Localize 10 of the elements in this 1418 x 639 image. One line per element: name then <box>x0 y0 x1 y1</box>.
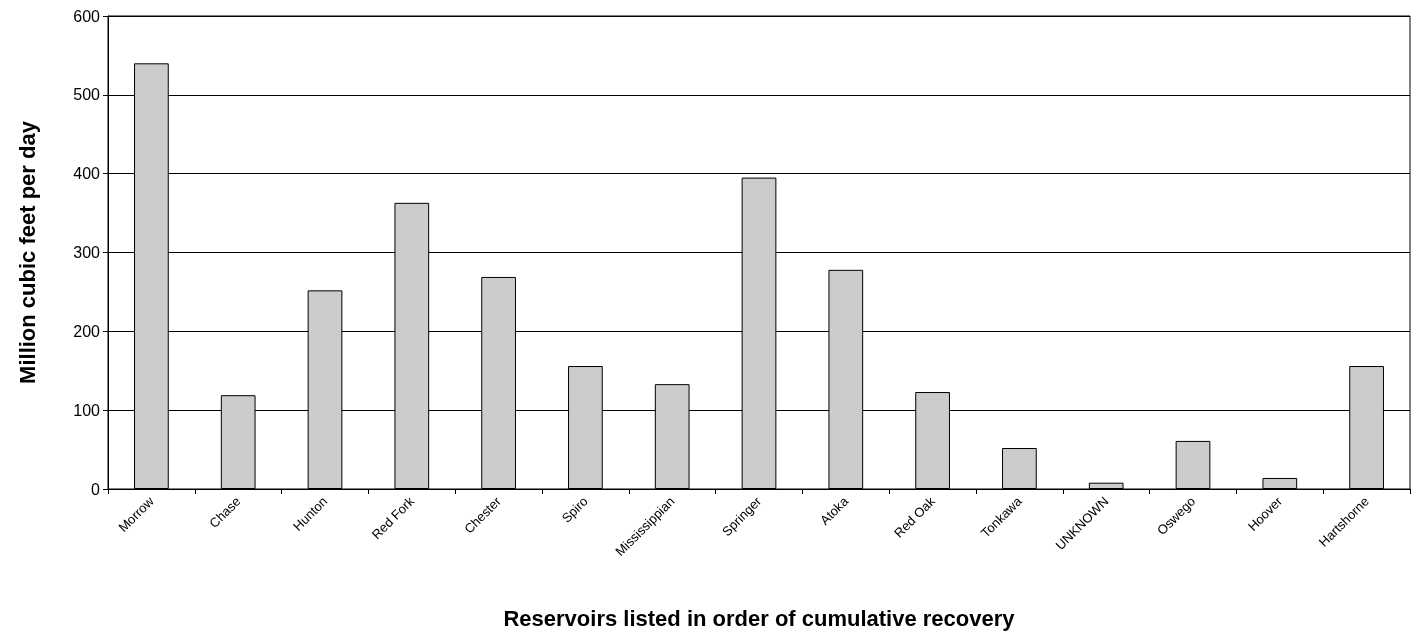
y-tick-label: 500 <box>73 86 101 104</box>
x-axis-title: Reservoirs listed in order of cumulative recovery <box>503 605 1016 631</box>
x-tick-label: Red Fork <box>368 493 418 543</box>
y-tick-label: 600 <box>73 7 101 25</box>
y-tick-label: 100 <box>73 401 101 419</box>
y-tick-label: 200 <box>73 322 101 340</box>
y-tick-label: 300 <box>73 244 101 261</box>
y-tick-label: 400 <box>73 165 101 183</box>
y-tick-label: 0 <box>91 480 101 498</box>
y-axis-title: Million cubic feet per day <box>14 120 40 384</box>
